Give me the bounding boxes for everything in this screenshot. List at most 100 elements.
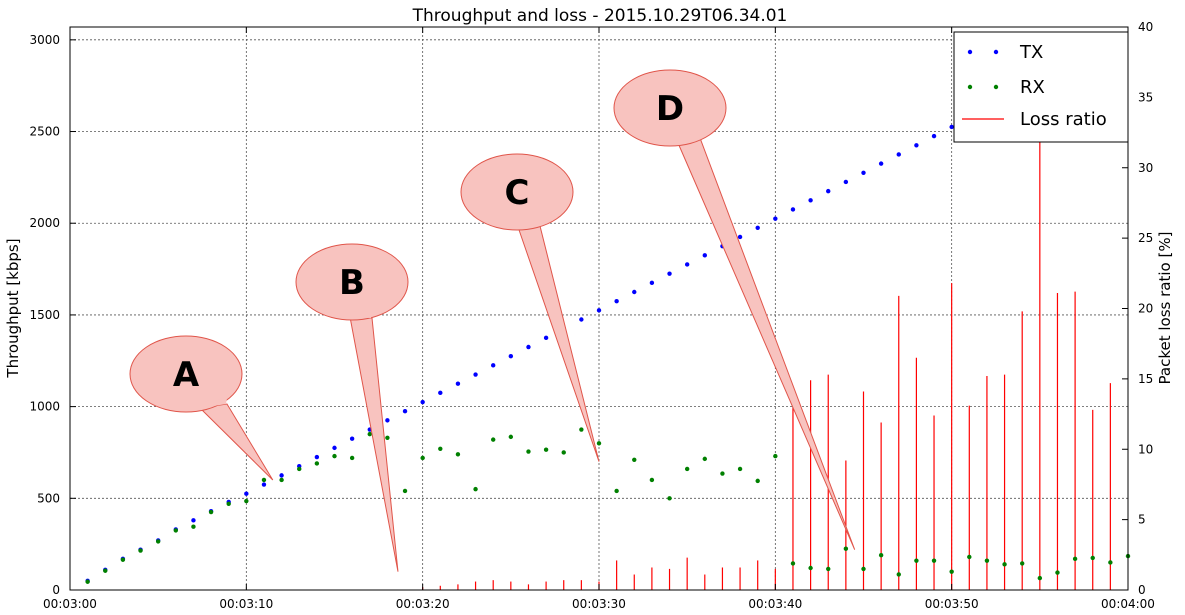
rx-point <box>1108 560 1113 565</box>
tx-point <box>508 353 514 359</box>
rx-point <box>1072 556 1078 562</box>
rx-point <box>826 566 831 572</box>
tx-point <box>755 225 760 231</box>
callout-bubble <box>129 335 243 413</box>
y-axis-right-ticks: 0 5 10 15 20 25 30 35 40 <box>1122 20 1153 597</box>
tx-point <box>579 317 584 322</box>
rx-point <box>667 496 672 501</box>
callout-label: B <box>339 263 365 303</box>
rx-point <box>1055 570 1060 575</box>
rx-point <box>632 457 637 462</box>
legend-tx-marker <box>967 49 973 55</box>
y-tick-label: 0 <box>52 583 60 597</box>
y-axis-left-label: Throughput [kbps] <box>4 238 22 378</box>
rx-point <box>297 466 302 472</box>
legend: TX RX Loss ratio <box>953 31 1129 143</box>
legend-loss-label: Loss ratio <box>1020 109 1107 130</box>
y-tick-label: 1000 <box>29 400 60 414</box>
rx-point <box>314 461 320 466</box>
x-tick-label: 00:03:50 <box>925 597 979 611</box>
rx-point <box>244 498 249 504</box>
rx-point <box>208 509 214 515</box>
rx-point <box>755 478 760 484</box>
rx-point <box>596 441 602 446</box>
tx-point <box>473 372 478 377</box>
tx-point <box>385 418 390 423</box>
y-tick-label: 2500 <box>29 125 60 139</box>
y-tick-label: 2000 <box>29 216 60 230</box>
tx-point <box>261 482 267 487</box>
rx-point <box>103 568 108 573</box>
rx-point <box>843 546 849 551</box>
rx-point <box>508 434 514 440</box>
tx-point <box>949 124 954 130</box>
callout-seam <box>350 311 372 318</box>
rx-point <box>561 450 566 455</box>
legend-rx-marker <box>967 84 973 90</box>
y-tick-label: 1500 <box>29 308 60 322</box>
x-tick-label: 00:03:30 <box>572 597 626 611</box>
rx-point <box>1037 575 1043 581</box>
x-tick-label: 00:03:10 <box>219 597 273 611</box>
rx-point <box>914 558 919 563</box>
rx-point <box>455 452 461 457</box>
y-axis-left-ticks: 0 500 1000 1500 2000 2500 3000 <box>29 33 76 597</box>
legend-box <box>953 31 1129 143</box>
y-right-tick-label: 25 <box>1138 231 1153 245</box>
y-right-tick-label: 35 <box>1138 90 1153 104</box>
callout-seam <box>678 132 700 143</box>
callout-bubble <box>295 243 409 321</box>
callout-seam <box>518 220 540 227</box>
tx-point <box>438 390 443 396</box>
rx-point <box>720 471 725 476</box>
tx-point <box>614 298 619 304</box>
y-axis-right-label: Packet loss ratio [%] <box>1156 232 1174 385</box>
tx-point <box>896 152 901 157</box>
rx-point <box>737 466 743 472</box>
rx-point <box>702 456 707 462</box>
y-tick-label: 3000 <box>29 33 60 47</box>
rx-point <box>543 447 549 452</box>
rx-point <box>1090 555 1095 561</box>
rx-point <box>878 552 884 558</box>
rx-point <box>773 453 778 459</box>
tx-point <box>314 454 320 460</box>
legend-tx-label: TX <box>1019 42 1043 63</box>
rx-point <box>226 501 231 507</box>
rx-point <box>120 557 126 562</box>
rx-point <box>684 466 690 472</box>
x-tick-label: 00:03:00 <box>43 597 97 611</box>
tx-point <box>632 289 637 295</box>
rx-point <box>173 528 178 533</box>
tx-point <box>702 253 707 258</box>
legend-rx-marker <box>993 84 999 90</box>
y-right-tick-label: 20 <box>1138 302 1153 316</box>
rx-point <box>526 449 531 454</box>
rx-point <box>491 437 496 442</box>
rx-point <box>808 565 813 571</box>
callout-seam <box>200 398 227 408</box>
tx-point <box>878 161 884 166</box>
tx-point <box>526 344 531 350</box>
callout-bubble <box>460 153 574 231</box>
rx-series <box>85 427 1131 584</box>
tx-point <box>649 280 655 286</box>
rx-point <box>473 486 478 492</box>
tx-point <box>914 143 919 148</box>
chart-title: Throughput and loss - 2015.10.29T06.34.0… <box>412 6 788 26</box>
tx-point <box>843 179 849 185</box>
callout-label: A <box>173 355 200 395</box>
rx-point <box>349 455 355 461</box>
callouts: A B C D <box>129 69 856 572</box>
rx-point <box>614 488 619 494</box>
x-tick-label: 00:03:20 <box>396 597 450 611</box>
tx-point <box>543 335 549 341</box>
tx-point <box>191 518 196 523</box>
x-tick-label: 00:04:00 <box>1101 597 1155 611</box>
y-right-tick-label: 0 <box>1138 583 1146 597</box>
loss-ratio-series <box>422 83 1111 590</box>
legend-tx-marker <box>993 49 999 55</box>
rx-point <box>191 524 196 529</box>
y-right-tick-label: 30 <box>1138 161 1153 175</box>
